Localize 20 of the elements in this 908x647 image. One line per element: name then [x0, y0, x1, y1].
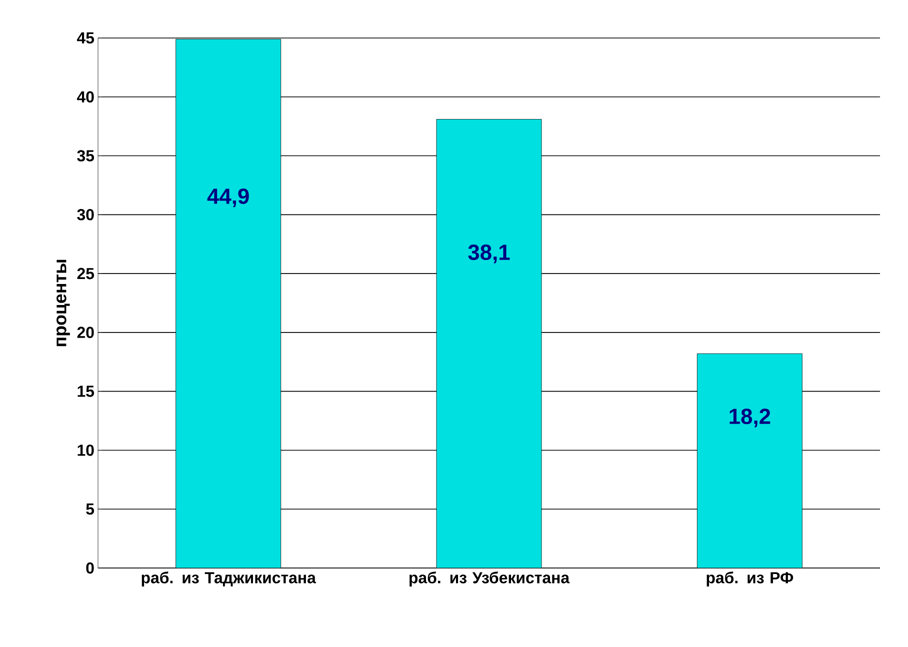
data-label: 44,9 [207, 188, 249, 208]
x-tick-label: раб. из Узбекистана [410, 572, 570, 587]
data-label: 38,1 [468, 244, 510, 264]
x-tick-label: раб. из РФ [706, 572, 794, 587]
bar [696, 353, 802, 568]
y-tick-label: 40 [76, 91, 94, 103]
y-tick-label: 25 [77, 268, 94, 280]
y-tick-label: 20 [77, 326, 94, 338]
bar [176, 39, 281, 568]
y-tick-label: 45 [76, 32, 94, 44]
y-tick-label: 35 [77, 150, 94, 162]
y-tick-label: 10 [78, 444, 94, 456]
y-axis-title: проценты [56, 260, 70, 346]
y-tick-label: 15 [78, 386, 94, 397]
data-label: 18,2 [730, 408, 770, 428]
y-tick-label: 30 [77, 209, 94, 220]
bar [436, 119, 542, 568]
y-tick-label: 5 [86, 504, 94, 515]
x-tick-label: раб. из Таджикистана [142, 572, 316, 587]
y-tick-label: 0 [86, 562, 94, 574]
